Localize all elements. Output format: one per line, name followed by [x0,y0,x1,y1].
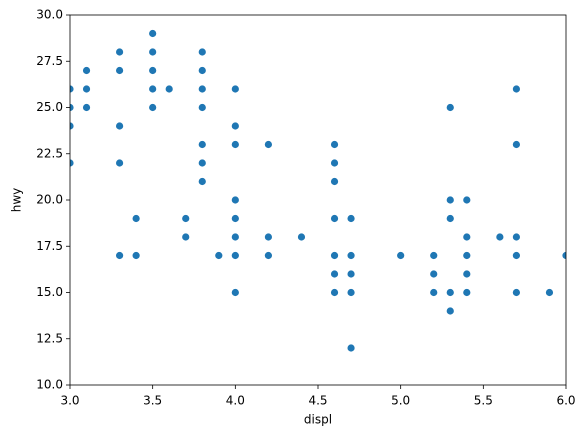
point [264,140,272,149]
point [132,251,140,260]
point [231,140,239,149]
point [70,122,74,130]
point [496,233,504,241]
point [82,66,91,75]
y-tick-label: 20.0 [36,193,63,207]
point [297,233,306,241]
point [165,85,173,93]
point [330,251,339,260]
point [264,251,272,260]
point [70,159,74,167]
point [231,214,239,223]
point [430,251,438,260]
x-tick-label: 4.5 [308,394,327,408]
point [512,251,521,260]
point [330,177,339,186]
point [430,270,438,278]
y-tick-label: 30.0 [36,8,63,22]
point [231,85,239,93]
point [330,159,339,167]
y-tick-label: 17.5 [36,239,63,253]
point [430,288,438,297]
point [463,251,471,260]
x-tick-label: 5.5 [474,394,493,408]
x-tick-label: 3.0 [60,394,79,408]
point [149,85,157,93]
point [231,251,239,260]
x-axis-label: displ [304,413,332,427]
y-tick-label: 15.0 [36,285,63,299]
point [182,214,190,223]
point [198,85,206,93]
point [446,288,454,297]
point [330,140,339,149]
point [70,103,74,112]
point [463,288,471,297]
point [116,122,124,130]
point [82,85,91,93]
point [446,196,454,204]
point [70,85,74,93]
point [231,122,239,130]
point [198,140,206,149]
point [347,344,355,352]
point [512,140,521,149]
y-tick-label: 25.0 [36,100,63,114]
point [116,66,124,75]
point [149,29,157,38]
point [512,85,521,93]
point [231,196,239,204]
point [512,288,521,297]
point [463,233,471,241]
y-tick-label: 27.5 [36,54,63,68]
x-tick-label: 6.0 [556,394,575,408]
y-tick-label: 22.5 [36,146,63,160]
point [330,270,339,278]
point [82,103,91,112]
point [182,233,190,241]
point [463,196,471,204]
point [116,251,124,260]
x-tick-label: 5.0 [391,394,410,408]
point [231,233,239,241]
point [347,214,355,223]
point [132,214,140,223]
point [347,270,355,278]
point [347,288,355,297]
plot-area [70,29,566,352]
point [330,214,339,223]
point [116,159,124,167]
point [347,251,355,260]
point [116,48,124,56]
point [149,48,157,56]
point [198,48,206,56]
point [446,307,454,315]
point [198,66,206,75]
point [149,103,157,112]
point [446,214,454,223]
point [397,251,405,260]
point [330,288,339,297]
point [231,288,239,297]
point [512,233,521,241]
point [149,66,157,75]
point [215,251,223,260]
point [545,288,554,297]
point [198,177,206,186]
axes-frame [69,14,567,386]
y-tick-label: 10.0 [36,378,63,392]
point [198,159,206,167]
point [562,251,566,260]
y-axis-label: hwy [10,188,24,213]
point [264,233,272,241]
point [446,103,454,112]
point [198,103,206,112]
y-tick-label: 12.5 [36,331,63,345]
point [463,270,471,278]
x-tick-label: 3.5 [143,394,162,408]
x-tick-label: 4.0 [226,394,245,408]
